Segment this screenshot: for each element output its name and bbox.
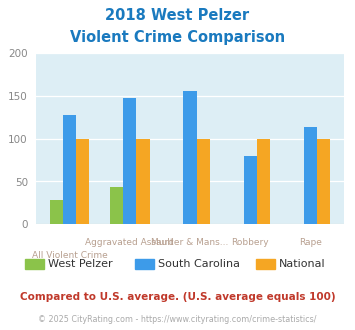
Text: All Violent Crime: All Violent Crime [32, 251, 107, 260]
Text: West Pelzer: West Pelzer [48, 259, 113, 269]
Text: © 2025 CityRating.com - https://www.cityrating.com/crime-statistics/: © 2025 CityRating.com - https://www.city… [38, 315, 317, 324]
Bar [76, 139, 89, 224]
Text: National: National [279, 259, 325, 269]
Bar [317, 139, 330, 224]
Bar [257, 139, 270, 224]
Text: 2018 West Pelzer: 2018 West Pelzer [105, 8, 250, 23]
Text: Rape: Rape [299, 238, 322, 247]
Bar [197, 139, 210, 224]
Text: South Carolina: South Carolina [158, 259, 240, 269]
Text: Compared to U.S. average. (U.S. average equals 100): Compared to U.S. average. (U.S. average … [20, 292, 335, 302]
Bar [304, 127, 317, 224]
Bar [110, 187, 123, 224]
Text: Murder & Mans...: Murder & Mans... [151, 238, 229, 247]
Bar [50, 200, 63, 224]
Bar [63, 115, 76, 224]
Text: Robbery: Robbery [231, 238, 269, 247]
Bar [183, 90, 197, 224]
Bar [136, 139, 149, 224]
Text: Violent Crime Comparison: Violent Crime Comparison [70, 30, 285, 45]
Bar [244, 156, 257, 224]
Text: Aggravated Assault: Aggravated Assault [86, 238, 174, 247]
Bar [123, 98, 136, 224]
